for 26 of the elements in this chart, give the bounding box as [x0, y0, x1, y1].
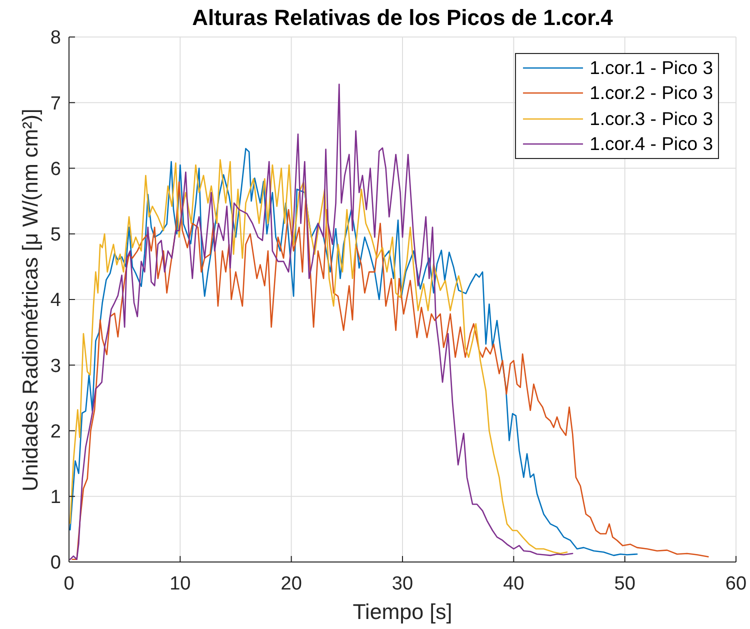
y-tick-label: 7: [50, 93, 61, 114]
legend-label: 1.cor.2 - Pico 3: [590, 82, 713, 104]
line-series: [69, 84, 574, 560]
x-axis-title: Tiempo [s]: [352, 600, 454, 625]
line-series: [72, 181, 709, 560]
y-tick-label: 8: [50, 28, 61, 49]
x-tick-label: 40: [503, 573, 524, 594]
legend-label: 1.cor.3 - Pico 3: [590, 108, 713, 130]
y-tick-label: 3: [50, 356, 61, 377]
x-tick-label: 30: [392, 573, 414, 594]
y-tick-label: 4: [50, 290, 62, 312]
y-tick-label: 6: [50, 158, 61, 180]
y-tick-label: 2: [50, 421, 61, 442]
legend-label: 1.cor.4 - Pico 3: [590, 133, 713, 156]
y-tick-label: 5: [50, 224, 61, 246]
chart-title: Alturas Relativas de los Picos de 1.cor.4: [191, 5, 614, 31]
y-tick-label: 0: [50, 552, 61, 574]
x-tick-label: 50: [614, 573, 636, 594]
legend-label: 1.cor.1 - Pico 3: [590, 56, 713, 79]
x-tick-label: 0: [64, 573, 74, 594]
x-tick-label: 20: [280, 573, 302, 594]
x-tick-label: 60: [725, 573, 747, 594]
y-axis-title: Unidades Radiométricas [μ W/(nm cm²)]: [18, 108, 44, 491]
x-tick-label: 10: [170, 573, 191, 594]
line-series: [69, 159, 568, 554]
y-tick-label: 1: [50, 487, 61, 508]
